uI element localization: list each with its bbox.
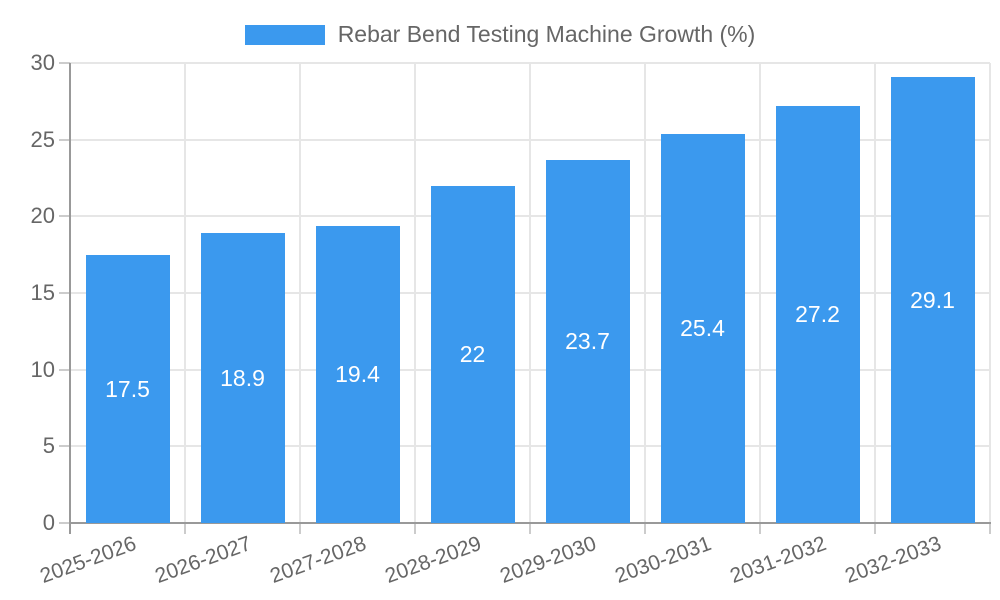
gridline-vertical <box>414 63 416 523</box>
y-axis-tick-label: 5 <box>42 433 55 459</box>
x-axis-tick <box>874 523 876 534</box>
gridline-vertical <box>644 63 646 523</box>
x-axis-tick <box>759 523 761 534</box>
bar-value-label: 29.1 <box>910 286 955 313</box>
y-axis-tick <box>59 215 70 218</box>
bar[interactable] <box>200 233 285 523</box>
legend-item[interactable]: Rebar Bend Testing Machine Growth (%) <box>0 21 1000 48</box>
x-axis-category-label: 2028-2029 <box>382 532 485 588</box>
legend-swatch <box>244 24 325 45</box>
bar[interactable] <box>545 159 630 523</box>
y-axis-tick-label: 30 <box>30 50 55 75</box>
y-axis-tick <box>59 62 70 64</box>
bar-value-label: 17.5 <box>105 375 150 402</box>
bar-value-label: 19.4 <box>335 361 380 388</box>
bar-value-label: 18.9 <box>220 365 265 392</box>
x-axis-tick <box>414 523 416 534</box>
y-axis-tick-label: 10 <box>30 356 55 382</box>
x-axis-category-label: 2027-2028 <box>267 532 370 588</box>
bar-value-label: 25.4 <box>680 315 725 342</box>
y-axis-tick-label: 25 <box>30 126 55 152</box>
y-axis-line <box>69 63 71 534</box>
bar[interactable] <box>315 225 400 523</box>
bar[interactable] <box>85 254 170 523</box>
bar-value-label: 22 <box>459 341 486 368</box>
bar-value-label: 23.7 <box>565 328 610 355</box>
y-axis-tick <box>59 368 70 371</box>
gridline-vertical <box>989 63 991 523</box>
bar[interactable] <box>660 133 745 523</box>
x-axis-tick <box>299 523 301 534</box>
x-axis-line <box>69 522 991 524</box>
y-axis-tick-label: 20 <box>30 203 55 229</box>
x-axis-tick <box>529 523 531 534</box>
gridline-vertical <box>299 63 301 523</box>
legend-label: Rebar Bend Testing Machine Growth (%) <box>337 21 756 47</box>
y-axis-tick-label: 15 <box>30 280 55 305</box>
bar-value-label: 27.2 <box>795 301 840 328</box>
x-axis-category-label: 2029-2030 <box>497 532 600 588</box>
gridline-vertical <box>759 63 761 523</box>
y-axis-tick-label: 0 <box>42 510 55 535</box>
y-axis-tick <box>59 522 70 524</box>
x-axis-tick <box>184 523 186 534</box>
gridline-vertical <box>529 63 531 523</box>
y-axis-tick <box>59 292 70 294</box>
bar[interactable] <box>775 105 860 523</box>
x-axis-category-label: 2025-2026 <box>37 532 140 588</box>
x-axis-category-label: 2026-2027 <box>152 532 255 588</box>
x-axis-tick <box>644 523 646 534</box>
x-axis-tick <box>989 523 991 534</box>
bar[interactable] <box>890 76 975 523</box>
x-axis-category-label: 2032-2033 <box>842 532 945 588</box>
bar[interactable] <box>430 185 515 523</box>
gridline-vertical <box>874 63 876 523</box>
gridline-vertical <box>184 63 186 523</box>
y-axis-tick <box>59 138 70 141</box>
x-axis-category-label: 2031-2032 <box>727 532 830 588</box>
y-axis-tick <box>59 445 70 448</box>
x-axis-category-label: 2030-2031 <box>612 532 715 588</box>
